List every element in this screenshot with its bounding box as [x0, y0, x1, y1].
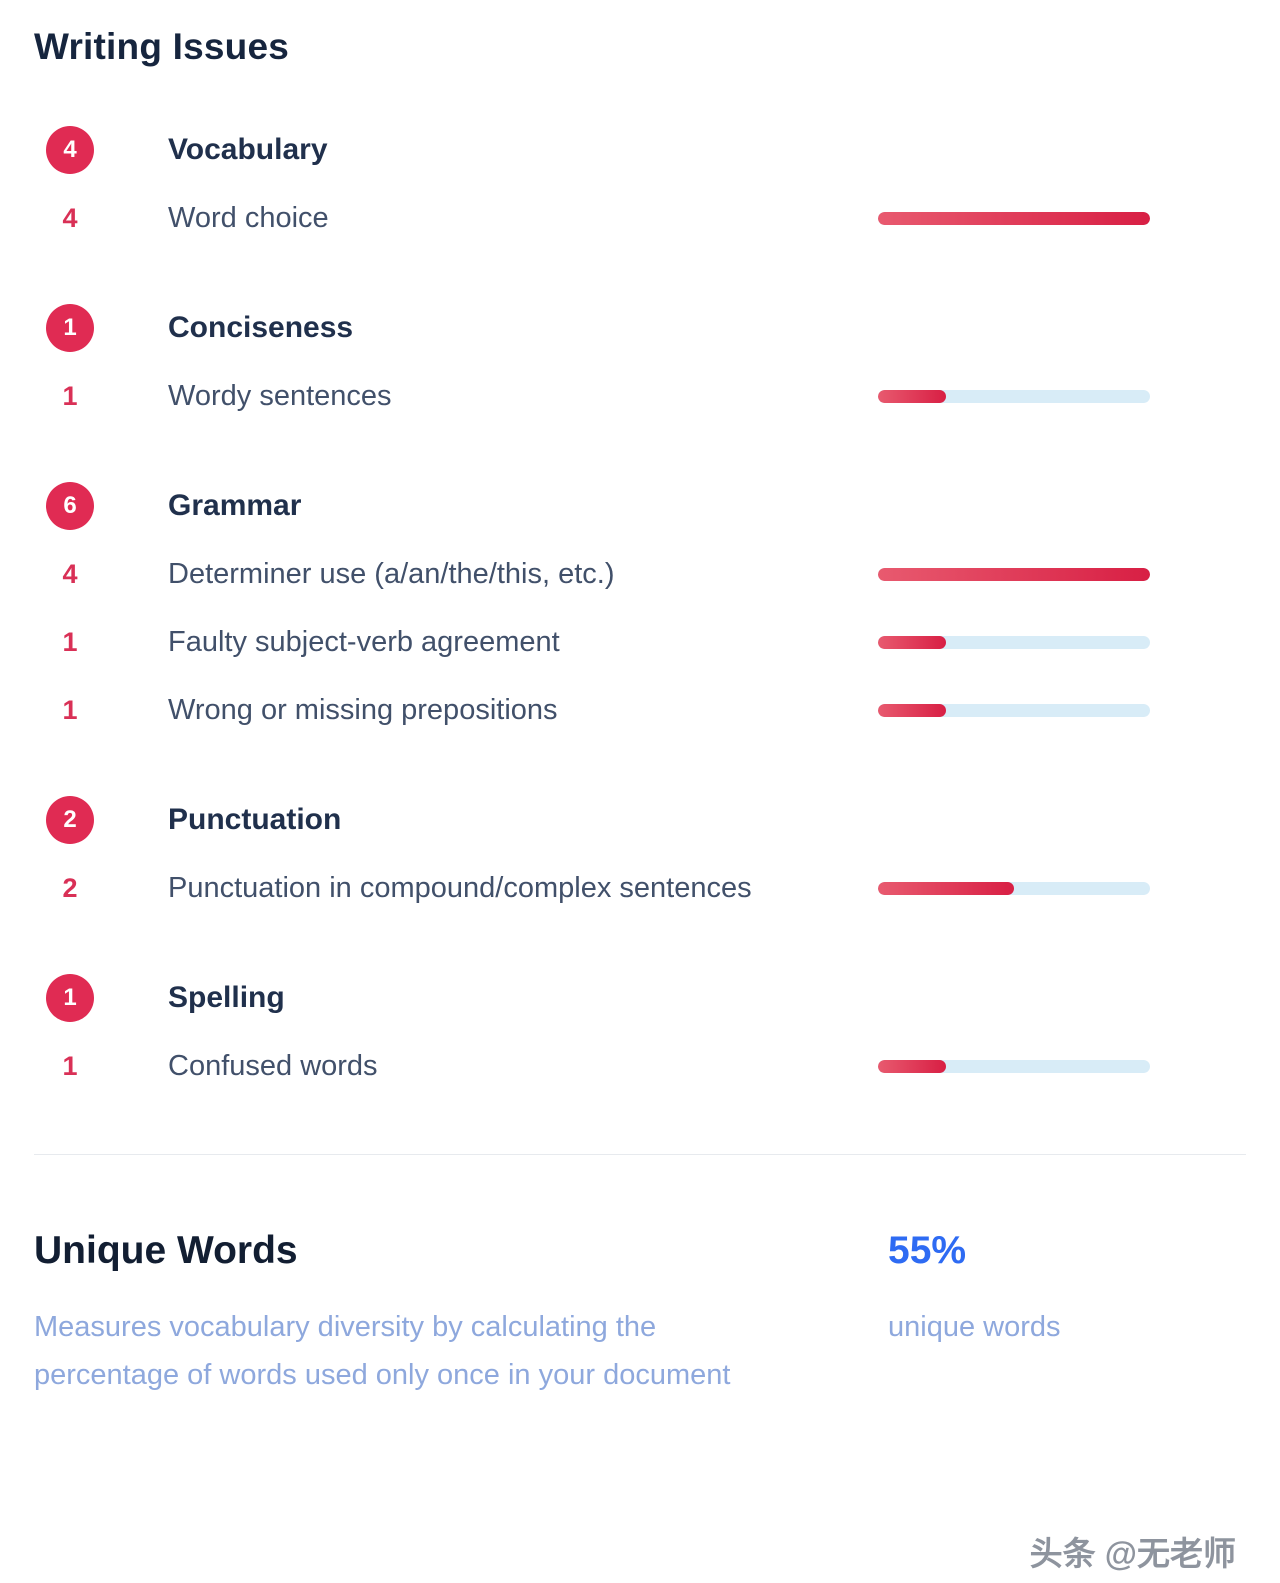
unique-words-section: Unique Words Measures vocabulary diversi… [34, 1155, 1246, 1399]
issue-count: 4 [62, 559, 78, 589]
writing-issues-report: Writing Issues 4 Vocabulary 4 Word choic… [34, 26, 1246, 1399]
issue-count: 1 [62, 1051, 78, 1081]
category-header: 4 Vocabulary [34, 126, 1246, 174]
category-name: Conciseness [168, 311, 354, 344]
issue-count-cell: 1 [34, 1042, 168, 1090]
category-grammar: 6 Grammar 4 Determiner use (a/an/the/thi… [34, 482, 1246, 734]
category-punctuation: 2 Punctuation 2 Punctuation in compound/… [34, 796, 1246, 912]
issue-count: 4 [62, 203, 78, 233]
unique-words-left: Unique Words Measures vocabulary diversi… [34, 1229, 888, 1399]
unique-words-value-label: unique words [888, 1311, 1061, 1343]
issue-label: Wrong or missing prepositions [168, 694, 558, 726]
issue-row: 2 Punctuation in compound/complex senten… [34, 864, 1246, 912]
issue-count-cell: 1 [34, 618, 168, 666]
issue-severity-bar [878, 568, 1150, 581]
issue-label: Faulty subject-verb agreement [168, 626, 560, 658]
category-count-badge: 2 [46, 796, 94, 844]
issue-count: 2 [62, 873, 78, 903]
category-spelling: 1 Spelling 1 Confused words [34, 974, 1246, 1090]
issue-severity-bar [878, 212, 1150, 225]
unique-words-title: Unique Words [34, 1229, 298, 1272]
category-name: Vocabulary [168, 133, 328, 166]
category-count-badge: 4 [46, 126, 94, 174]
issue-label: Wordy sentences [168, 380, 392, 412]
issue-severity-bar-fill [878, 882, 1014, 895]
issue-count-cell: 4 [34, 550, 168, 598]
issue-count-cell: 2 [34, 864, 168, 912]
issue-severity-bar [878, 882, 1150, 895]
category-name: Spelling [168, 981, 285, 1014]
issue-severity-bar [878, 1060, 1150, 1073]
issue-count: 1 [62, 381, 78, 411]
issue-row: 4 Determiner use (a/an/the/this, etc.) [34, 550, 1246, 598]
issue-count-cell: 1 [34, 372, 168, 420]
issue-label: Confused words [168, 1050, 378, 1082]
unique-words-value: 55% [888, 1229, 967, 1272]
category-conciseness: 1 Conciseness 1 Wordy sentences [34, 304, 1246, 420]
issue-severity-bar-fill [878, 1060, 946, 1073]
issue-severity-bar-fill [878, 568, 1150, 581]
category-name: Grammar [168, 489, 302, 522]
issue-row: 1 Wrong or missing prepositions [34, 686, 1246, 734]
issue-row: 4 Word choice [34, 194, 1246, 242]
issue-severity-bar [878, 636, 1150, 649]
issue-severity-bar [878, 704, 1150, 717]
category-count-badge: 1 [46, 304, 94, 352]
badge-cell: 2 [34, 796, 168, 844]
issue-count-cell: 4 [34, 194, 168, 242]
category-vocabulary: 4 Vocabulary 4 Word choice [34, 126, 1246, 242]
issue-severity-bar [878, 390, 1150, 403]
issue-severity-bar-fill [878, 636, 946, 649]
issue-count: 1 [62, 695, 78, 725]
badge-cell: 1 [34, 304, 168, 352]
badge-cell: 6 [34, 482, 168, 530]
unique-words-description: Measures vocabulary diversity by calcula… [34, 1311, 731, 1391]
category-count-badge: 1 [46, 974, 94, 1022]
page-title: Writing Issues [34, 26, 290, 67]
category-header: 6 Grammar [34, 482, 1246, 530]
issue-severity-bar-fill [878, 704, 946, 717]
issue-label: Determiner use (a/an/the/this, etc.) [168, 558, 615, 590]
issue-label: Punctuation in compound/complex sentence… [168, 872, 752, 904]
issue-row: 1 Confused words [34, 1042, 1246, 1090]
issue-severity-bar-fill [878, 390, 946, 403]
issue-count-cell: 1 [34, 686, 168, 734]
issue-row: 1 Faulty subject-verb agreement [34, 618, 1246, 666]
badge-cell: 4 [34, 126, 168, 174]
category-header: 2 Punctuation [34, 796, 1246, 844]
issue-severity-bar-fill [878, 212, 1150, 225]
category-header: 1 Spelling [34, 974, 1246, 1022]
issue-row: 1 Wordy sentences [34, 372, 1246, 420]
unique-words-right: 55% unique words [888, 1229, 1246, 1399]
watermark: 头条 @无老师 [1029, 1535, 1236, 1572]
category-name: Punctuation [168, 803, 342, 836]
issue-count: 1 [62, 627, 78, 657]
issue-label: Word choice [168, 202, 329, 234]
category-header: 1 Conciseness [34, 304, 1246, 352]
badge-cell: 1 [34, 974, 168, 1022]
section-divider [34, 1154, 1246, 1155]
category-count-badge: 6 [46, 482, 94, 530]
